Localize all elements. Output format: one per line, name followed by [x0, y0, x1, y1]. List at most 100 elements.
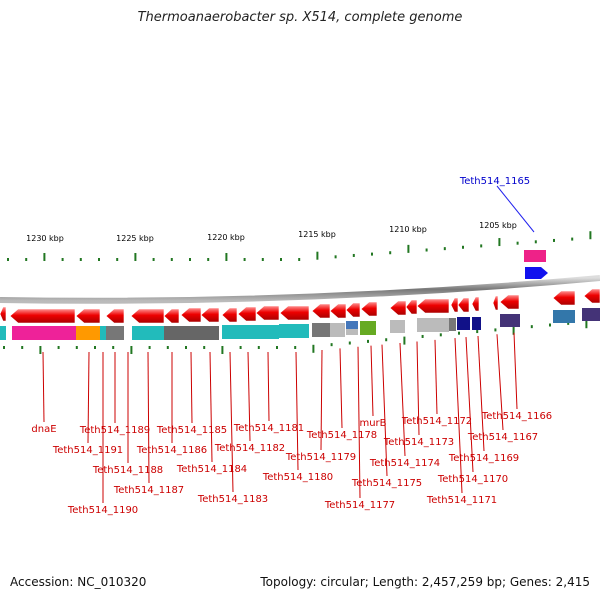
leader-line [381, 344, 388, 477]
tick-mark [39, 346, 42, 354]
tick-mark [203, 346, 206, 349]
gene-label: Teth514_1183 [197, 494, 268, 505]
gene-label: Teth514_1173 [383, 437, 454, 448]
cog-block [312, 323, 330, 337]
cog-block [390, 320, 405, 333]
cog-block [100, 326, 106, 340]
leader-line [267, 351, 270, 422]
tick-mark [280, 258, 282, 261]
cog-block [180, 326, 201, 340]
tick-mark [334, 255, 337, 259]
tick-mark [516, 241, 519, 245]
cog-block [346, 329, 358, 335]
tick-mark [443, 247, 446, 251]
tick-marks [7, 231, 592, 261]
cog-block [417, 318, 449, 332]
tick-label-1215: 1215 kbp [298, 230, 336, 239]
leader-line [147, 351, 150, 484]
tick-labels: 1230 kbp 1225 kbp 1220 kbp 1215 kbp 1210… [26, 221, 517, 243]
tick-mark [316, 251, 319, 260]
tick-mark [512, 326, 515, 335]
gene-label: Teth514_1190 [67, 505, 138, 516]
leader-line [465, 337, 474, 473]
gene-arrow [75, 308, 101, 324]
cog-block [164, 326, 180, 340]
cog-block [553, 310, 575, 323]
leader-line [434, 339, 438, 415]
tick-mark [567, 321, 570, 325]
tick-mark [312, 344, 315, 353]
cog-block [106, 326, 124, 340]
tick-mark [352, 253, 355, 257]
tick-mark [571, 237, 574, 241]
gene-label: Teth514_1188 [92, 465, 163, 476]
gene-label: Teth514_1178 [306, 430, 377, 441]
leader-line [190, 351, 193, 424]
cog-block [0, 326, 6, 340]
tick-mark [348, 341, 351, 345]
leader-line [229, 351, 234, 493]
gene-arrow [0, 306, 7, 322]
tick-label-1230: 1230 kbp [26, 234, 64, 243]
gene-label: dnaE [31, 424, 56, 435]
cog-track [0, 308, 600, 340]
tick-mark [330, 343, 333, 347]
tick-mark [294, 346, 297, 349]
tick-mark [458, 331, 460, 335]
tick-mark [134, 253, 137, 261]
tick-mark [389, 251, 392, 255]
tick-label-1220: 1220 kbp [207, 233, 245, 242]
tick-mark [425, 248, 428, 252]
leader-line [42, 351, 45, 423]
cog-block [472, 317, 481, 330]
leader-line [496, 334, 504, 431]
gene-label: Teth514_1179 [285, 452, 356, 463]
feature-forward-blue [525, 267, 548, 279]
tick-mark [589, 231, 592, 240]
gene-label: Teth514_1167 [467, 432, 538, 443]
gene-arrow [457, 297, 470, 313]
leader-line [399, 342, 406, 457]
cog-block [256, 325, 279, 339]
tick-mark [257, 346, 260, 349]
cog-block [449, 318, 456, 331]
tick-mark [57, 346, 60, 349]
tick-mark [549, 323, 551, 327]
inner-tick-marks [3, 320, 588, 354]
cog-block [201, 326, 219, 340]
tick-label-1225: 1225 kbp [116, 234, 154, 243]
map-title: Thermoanaerobacter sp. X514, complete ge… [137, 10, 463, 25]
gene-arrow [130, 308, 165, 324]
gene-track [0, 288, 600, 324]
tick-mark [480, 244, 483, 248]
leader-line [209, 351, 213, 463]
gene-arrow [492, 295, 499, 311]
tick-mark [225, 253, 228, 261]
tick-mark [407, 244, 410, 253]
cog-block [222, 325, 256, 339]
tick-mark [21, 346, 24, 349]
tick-mark [148, 346, 151, 349]
gene-label: Teth514_1175 [351, 478, 422, 489]
gene-arrow [499, 294, 520, 310]
tick-mark [298, 258, 301, 261]
gene-arrow [221, 307, 238, 323]
highlight-leader [496, 185, 535, 233]
gene-label: Teth514_1174 [369, 458, 440, 469]
leader-line [416, 341, 420, 436]
gene-arrow [329, 303, 347, 319]
cog-block [76, 326, 100, 340]
gene-label: Teth514_1191 [52, 445, 123, 456]
tick-mark [94, 346, 96, 349]
gene-arrow [405, 299, 418, 315]
tick-mark [371, 252, 373, 256]
cog-block [457, 317, 470, 330]
cog-block [582, 308, 600, 321]
gene-arrow [200, 307, 220, 323]
gene-arrow [360, 301, 378, 317]
gene-arrow [345, 302, 361, 318]
tick-mark [7, 258, 9, 261]
feature-forward-pink [524, 250, 546, 262]
gene-arrow [450, 297, 459, 313]
gene-label: murB [359, 418, 386, 429]
